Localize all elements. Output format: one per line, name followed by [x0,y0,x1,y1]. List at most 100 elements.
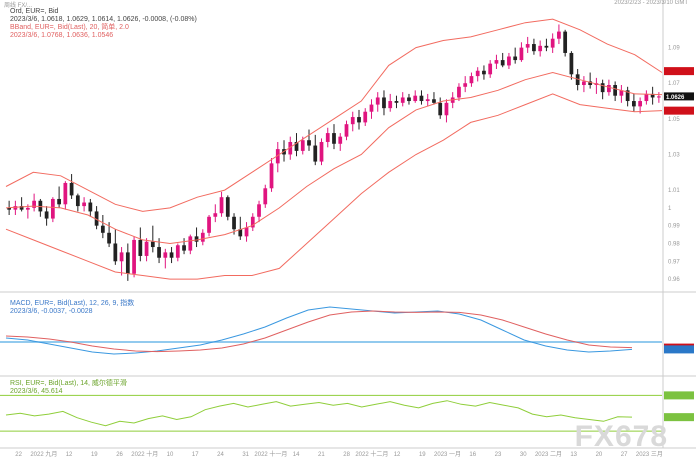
candle-body [313,145,318,162]
bband-lower-line [5,93,663,280]
candle-body [563,31,568,53]
candle-body [332,133,336,144]
x-axis-label: 2022 九月 [30,450,57,458]
candle-body [275,149,280,164]
candle-body [219,197,224,214]
x-axis-label: 23 [495,452,502,458]
x-axis-label: 2022 十一月 [254,450,287,458]
bband-legend-line2: 2023/3/6, 1.0768, 1.0636, 1.0546 [10,32,114,39]
price-tick-label: 1 [668,206,672,212]
candle-body [163,252,168,258]
candle-body [94,211,99,226]
price-tick-label: 1.01 [668,188,680,194]
candle-body [44,211,49,219]
candle-body [325,133,330,142]
candle-body [632,101,636,107]
x-axis-label: 21 [318,452,325,458]
candle-body [338,136,343,144]
price-legend-line2: 2023/3/6, 1.0618, 1.0629, 1.0614, 1.0626… [10,16,197,23]
candle-body [538,45,543,52]
candle-body [238,229,243,237]
candle-body [482,70,486,75]
price-tick-label: 0.99 [668,224,680,230]
candle-body [369,104,374,112]
candle-body [357,117,361,123]
x-axis-label: 22 [15,452,22,458]
candle-body [19,206,24,210]
candle-body [88,202,93,212]
x-axis-label: 27 [621,452,628,458]
price-tick-label: 0.97 [668,259,680,265]
rsi-legend: RSI, EUR=, Bid(Last), 14, 威尔德平滑 2023/3/6… [10,380,127,396]
price-last-value-tag-bg [664,106,694,115]
header-left-text: 周线 FX/... [4,3,33,9]
candle-body [457,86,461,98]
x-axis-label: 24 [217,452,224,458]
x-axis-label: 2023 三月 [636,451,663,458]
x-axis-label: 2023 一月 [434,451,461,458]
x-axis-label: 10 [167,452,174,458]
candle-body [307,140,311,146]
candle-body [544,45,549,48]
x-axis-label: 14 [293,452,300,458]
price-tick-label: 1.05 [668,117,680,123]
candle-body [32,200,36,208]
candle-body [513,56,518,61]
candle-body [644,93,649,102]
candle-body [107,232,111,244]
macd-last-value-tag-bg [664,345,694,354]
candle-body [488,63,493,75]
candle-body [69,182,74,196]
candle-body [419,95,424,102]
candle-body [363,111,368,123]
x-axis-label: 16 [469,452,476,458]
candle-body [463,83,468,87]
candle-body [600,83,605,93]
bband-upper-line [5,18,663,212]
candle-body [257,204,261,217]
watermark-logo: FX678 [574,420,668,453]
candle-body [182,245,186,251]
candle-body [132,239,136,274]
price-last-value-tag-bg [664,92,694,101]
rsi-legend-line2: 2023/3/6, 45.614 [10,388,63,395]
candle-body [232,216,236,230]
candle-body [575,74,580,86]
candle-body [13,206,18,210]
candle-body [25,207,30,210]
x-axis-label: 30 [520,452,527,458]
candle-body [244,227,249,237]
candle-body [250,216,255,228]
candle-body [519,47,524,61]
candle-body [382,97,386,109]
rsi-series-line [5,400,633,427]
candle-body [625,90,630,102]
bband-legend-line1: BBand, EUR=, Bid(Last), 20, 简单, 2.0 [10,24,129,31]
price-last-value-tag-bg [664,67,694,76]
price-legend-line1: Ord, EUR=, Bid [10,8,59,15]
candle-body [138,239,143,256]
candle-body [550,38,555,48]
candle-body [207,216,211,233]
candle-body [557,31,561,39]
bband-middle-line [5,71,663,245]
candle-body [200,232,205,242]
candle-body [500,60,505,66]
x-axis-label: 2023 二月 [535,451,562,458]
price-tick-label: 0.98 [668,241,680,247]
candle-body [588,81,593,86]
candle-body [569,52,574,75]
candle-body [82,202,86,207]
candle-body [650,93,655,98]
candle-body [157,247,161,258]
candle-body [494,60,499,64]
candle-body [657,96,661,98]
price-legend: Ord, EUR=, Bid 2023/3/6, 1.0618, 1.0629,… [10,8,197,40]
candle-body [144,241,149,256]
macd-series-line [5,306,633,355]
candle-body [100,225,105,233]
candle-body [507,56,511,66]
macd-legend-line2: 2023/3/6, -0.0037, -0.0028 [10,308,93,315]
macd-series-line [5,310,633,353]
